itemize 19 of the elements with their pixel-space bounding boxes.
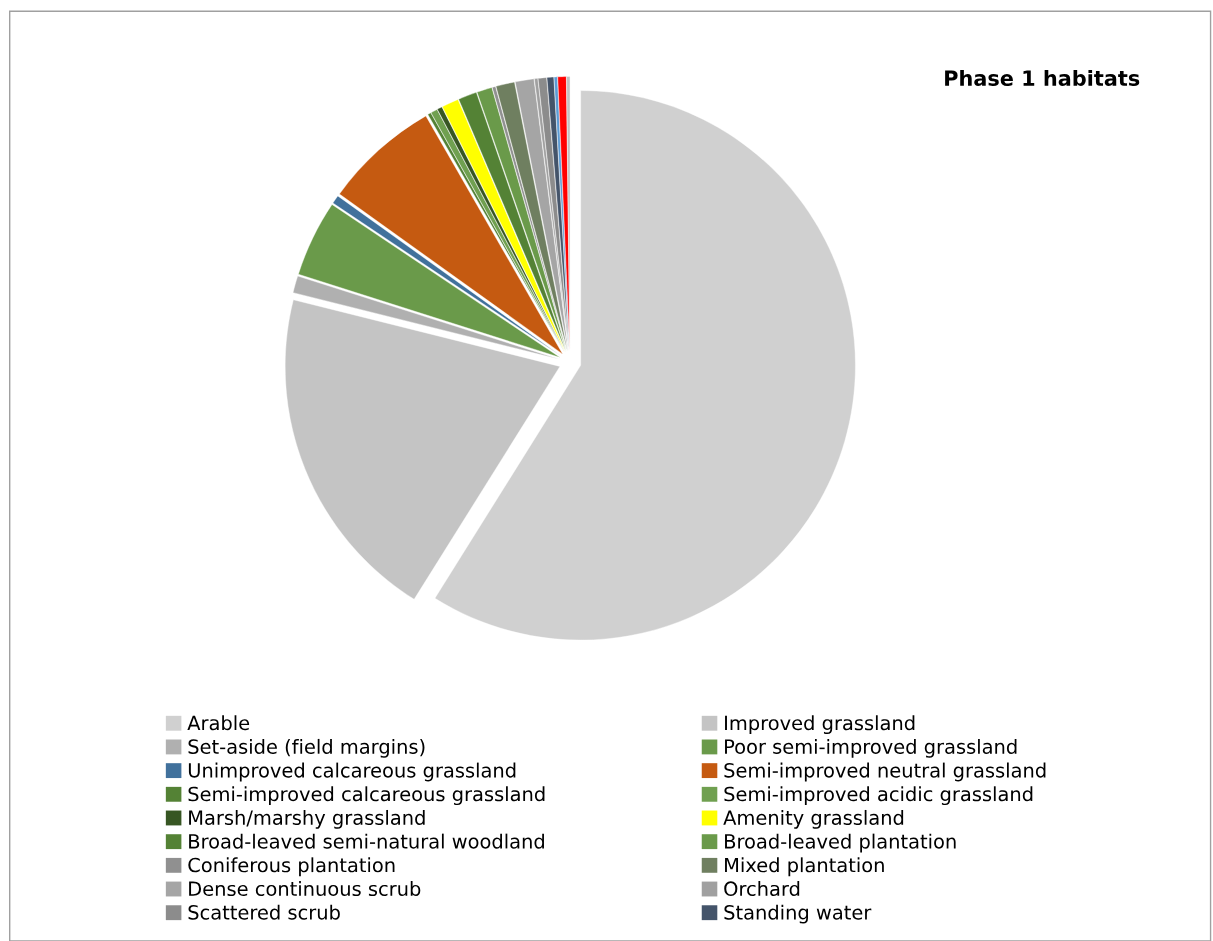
- legend-label: Amenity grassland: [723, 809, 904, 829]
- legend-label: Semi-improved calcareous grassland: [188, 786, 545, 806]
- legend-label: Orchard: [724, 881, 800, 897]
- legend-label: Coniferous plantation: [188, 857, 395, 877]
- legend-label: Semi-improved neutral grassland: [724, 762, 1046, 782]
- legend-label: Broad-leaved semi-natural woodland: [189, 833, 544, 849]
- legend-label: Standing water: [724, 904, 872, 924]
- legend-label: Mixed plantation: [725, 857, 884, 877]
- legend-label: Broad-leaved plantation: [725, 833, 956, 853]
- legend-label: Poor semi-improved grassland: [725, 738, 1017, 758]
- legend-label: Dense continuous scrub: [189, 881, 421, 897]
- legend-label: Unimproved calcareous grassland: [188, 762, 516, 782]
- legend-label: Marsh/marshy grassland: [189, 809, 425, 829]
- legend-label: Semi-improved acidic grassland: [724, 786, 1033, 806]
- legend-label: Set-aside (field margins): [188, 738, 425, 758]
- legend-label: Scattered scrub: [188, 904, 340, 920]
- legend-label: Arable: [187, 715, 250, 731]
- legend-label: Improved grassland: [725, 715, 915, 735]
- chart-title: Phase 1 habitats: [945, 69, 1140, 87]
